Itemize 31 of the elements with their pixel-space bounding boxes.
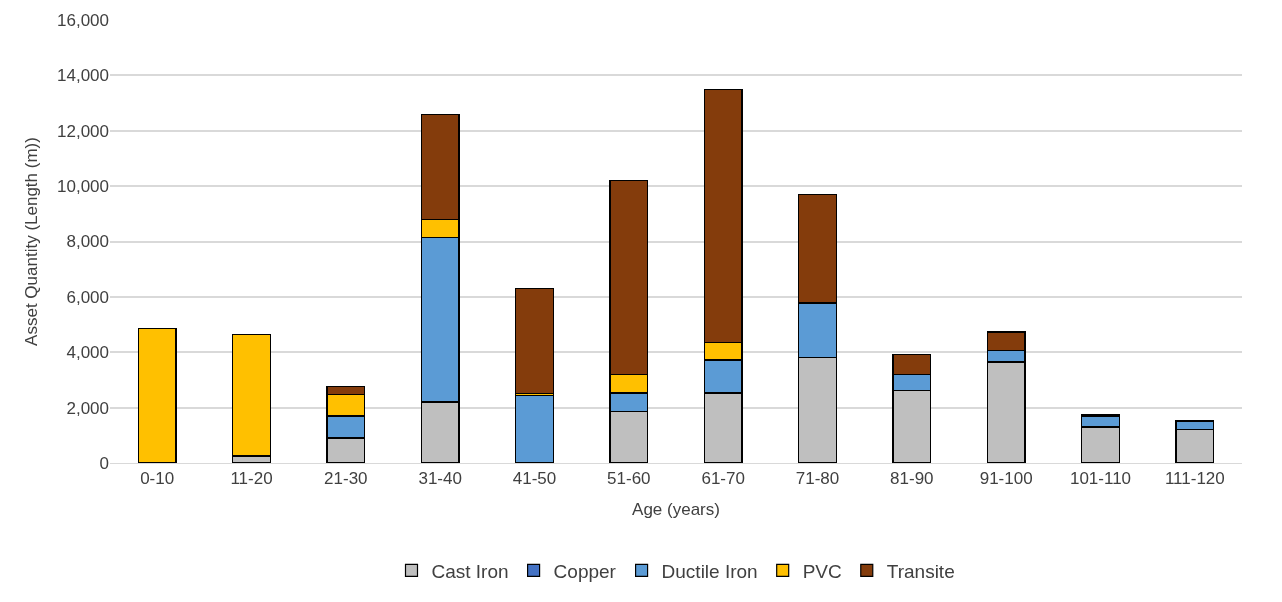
legend-label: Transite [886,560,955,582]
y-tick-label: 4,000 [66,343,109,363]
x-axis-title: Age (years) [632,499,720,519]
x-tick-label: 51-60 [607,469,651,489]
x-tick-label: 71-80 [795,469,840,489]
bar [515,394,554,463]
bar [515,287,554,395]
y-tick-label: 6,000 [66,287,109,307]
x-tick-label: 91-100 [979,469,1033,489]
y-tick-label: 16,000 [57,10,109,30]
x-tick-label: 111-120 [1164,469,1225,489]
legend-label: Copper [553,560,617,582]
x-tick-label: 41-50 [512,469,557,489]
y-tick-label: 12,000 [57,121,109,141]
y-tick-label: 8,000 [66,232,109,252]
legend-label: Cast Iron [431,560,509,582]
x-tick-label: 31-40 [418,469,462,489]
x-tick-label: 81-90 [890,469,934,489]
y-tick-label: 0 [99,453,109,473]
y-tick-label: 14,000 [57,66,109,86]
x-tick-label: 11-20 [230,469,273,489]
y-axis-title: Asset Quantity (Length (m)) [21,137,41,346]
y-tick-label: 10,000 [57,177,109,197]
y-tick-label: 2,000 [66,398,109,418]
legend-label: Ductile Iron [661,560,758,582]
legend-label: PVC [802,560,842,582]
x-tick-label: 101-110 [1069,469,1132,489]
x-tick-label: 61-70 [701,469,745,489]
x-tick-label: 21-30 [324,469,368,489]
bar [137,328,177,463]
x-tick-label: 0-10 [140,469,175,489]
